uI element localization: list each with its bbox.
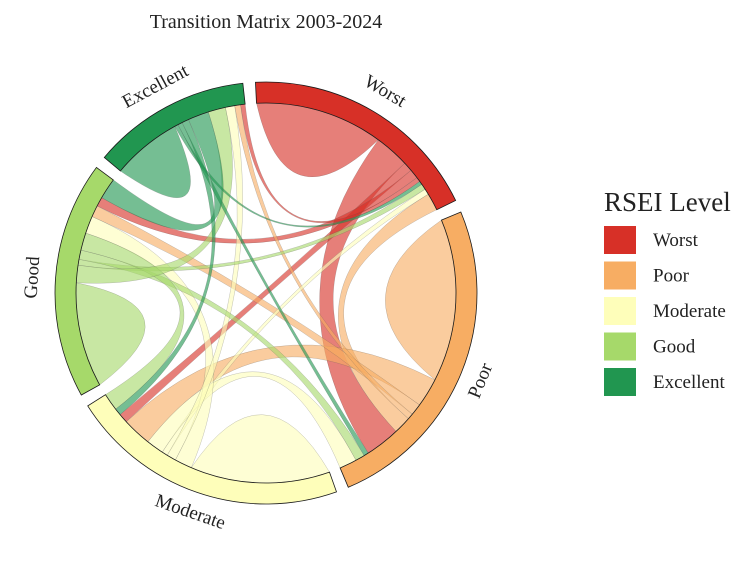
sector-arc-excellent xyxy=(103,82,246,172)
sector-arc-layer xyxy=(54,81,478,505)
legend-label-worst: Worst xyxy=(653,230,699,251)
legend-swatch-worst xyxy=(604,226,636,254)
legend-swatch-good xyxy=(604,332,636,361)
legend: RSEI Level Worst Poor Moderate Good Excellen… xyxy=(604,187,731,396)
ribbon-layer xyxy=(75,102,457,484)
sector-label-worst: Worst xyxy=(360,71,410,112)
legend-swatch-excellent xyxy=(604,368,636,396)
chart-title: Transition Matrix 2003-2024 xyxy=(150,11,383,33)
legend-label-good: Good xyxy=(653,337,696,358)
legend-label-moderate: Moderate xyxy=(653,301,726,322)
sector-arc-good xyxy=(54,166,114,396)
ribbon-moderate-to-moderate xyxy=(191,414,330,484)
sector-arc-worst xyxy=(255,81,457,211)
sector-label-poor: Poor xyxy=(464,360,497,402)
legend-swatch-poor xyxy=(604,261,636,290)
legend-label-poor: Poor xyxy=(653,266,690,287)
legend-items: Worst Poor Moderate Good Excellent xyxy=(604,226,726,396)
legend-title: RSEI Level xyxy=(604,187,731,217)
sector-arc-poor xyxy=(339,211,478,488)
sector-arc-moderate xyxy=(87,394,338,505)
sector-label-good: Good xyxy=(20,255,44,299)
legend-label-excellent: Excellent xyxy=(653,372,725,393)
legend-swatch-moderate xyxy=(604,297,636,325)
